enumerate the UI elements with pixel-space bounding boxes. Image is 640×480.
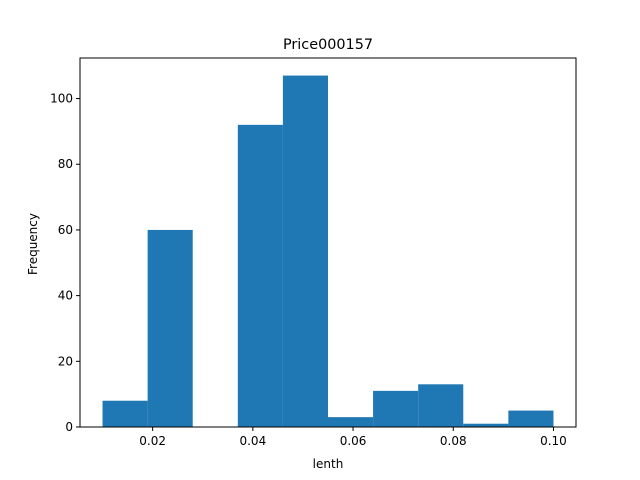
x-tick-label: 0.06 [340, 434, 367, 448]
y-tick-label: 60 [58, 223, 73, 237]
histogram-bar [463, 423, 509, 427]
x-tick-label: 0.08 [440, 434, 467, 448]
x-tick-label: 0.02 [139, 434, 166, 448]
histogram-bar [282, 75, 328, 428]
y-tick-label: 20 [58, 354, 73, 368]
histogram-bar [102, 400, 148, 427]
chart-title: Price000157 [283, 37, 373, 53]
y-axis-label: Frequency [26, 213, 40, 275]
x-tick-label: 0.10 [540, 434, 567, 448]
y-tick-label: 80 [58, 157, 73, 171]
bars-layer [102, 75, 554, 428]
histogram-bar [328, 417, 374, 427]
histogram-bar [147, 229, 193, 427]
histogram-bar [373, 390, 419, 427]
histogram-bar [237, 124, 283, 428]
y-tick-label: 0 [65, 420, 73, 434]
x-axis-label: lenth [313, 457, 344, 471]
plot-frame [79, 57, 577, 428]
axes-layer: 0.02 0.04 0.06 0.08 0.10 0 20 40 60 80 100 [50, 57, 577, 448]
x-tick-label: 0.04 [239, 434, 266, 448]
histogram-bar [508, 410, 554, 427]
histogram-bar [418, 384, 464, 427]
y-tick-label: 100 [50, 92, 73, 106]
y-tick-label: 40 [58, 289, 73, 303]
